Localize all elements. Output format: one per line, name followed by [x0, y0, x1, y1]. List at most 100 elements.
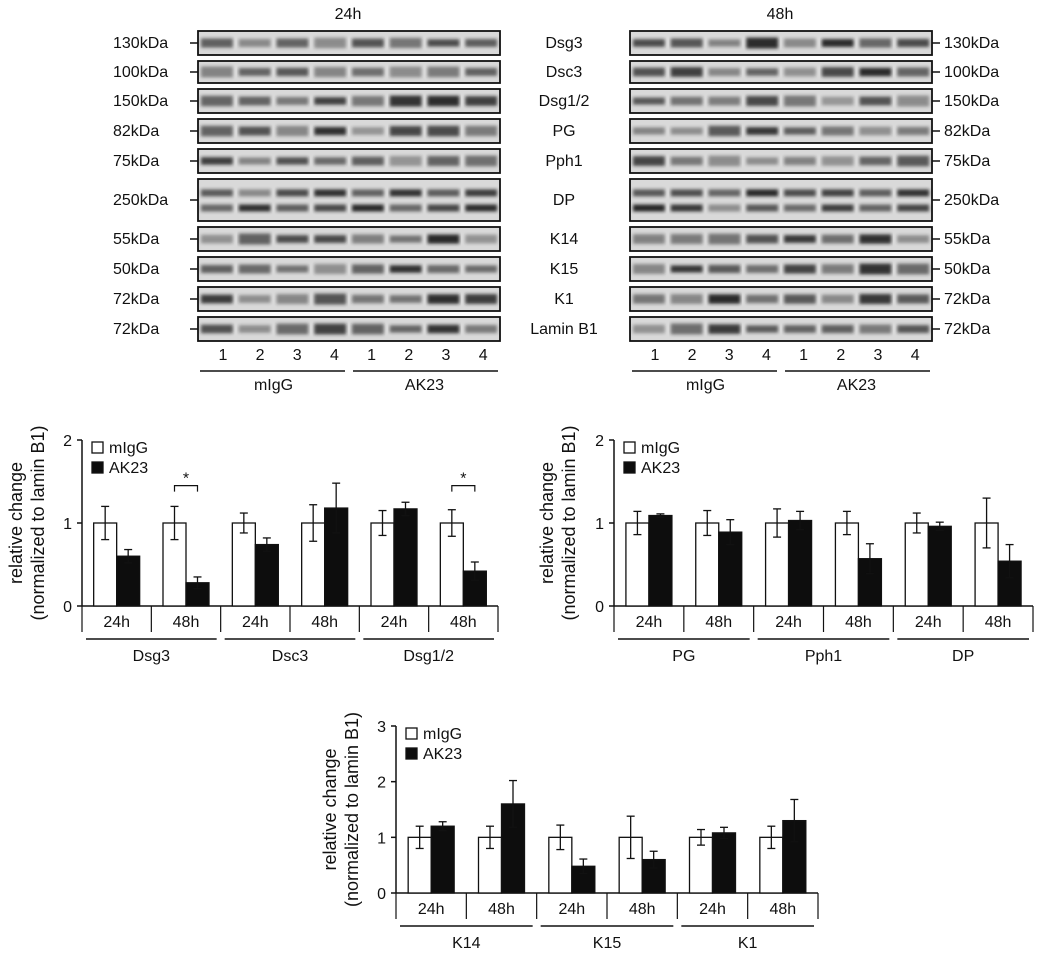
blot-band [821, 126, 854, 136]
blot-row: 150kDa Dsg1/2 150kDa [113, 88, 999, 114]
blot-band [708, 294, 741, 304]
bar-migg [904, 522, 929, 607]
blot-band [352, 156, 384, 166]
blot-band [897, 38, 930, 47]
protein-label: K15 [550, 261, 579, 278]
x-tick-label: 48h [488, 901, 515, 918]
blot-band [427, 39, 460, 47]
blot-band [465, 68, 498, 76]
x-tick-label: 24h [103, 614, 130, 631]
lane-number: 4 [479, 347, 488, 364]
blot-band [352, 234, 384, 244]
bar-ak23 [254, 543, 279, 607]
y-tick-label: 3 [377, 719, 386, 736]
blot-band [201, 234, 233, 244]
bar-migg [834, 522, 860, 607]
kda-label-left: 72kDa [113, 291, 159, 308]
blot-strip-24h [197, 178, 501, 222]
blot-band [314, 189, 347, 197]
blot-band [352, 323, 384, 335]
blot-strip-48h [629, 178, 933, 222]
kda-label-right: 55kDa [944, 231, 990, 248]
blot-band [859, 156, 892, 166]
kda-label-left: 250kDa [113, 192, 168, 209]
x-tick-label: 48h [845, 614, 872, 631]
blot-band [427, 234, 460, 244]
legend-swatch-migg [405, 727, 418, 740]
kda-label-left: 55kDa [113, 231, 159, 248]
blot-band [389, 295, 422, 303]
blot-band [633, 234, 665, 244]
blot-band [784, 156, 816, 166]
protein-group-label: Dsc3 [272, 648, 309, 665]
blot-band [746, 68, 779, 76]
blot-band [201, 265, 233, 273]
blot-row: 82kDa PG 82kDa [113, 118, 990, 144]
y-tick-label: 0 [595, 599, 604, 616]
blot-band [670, 38, 703, 48]
blot-band [821, 96, 854, 106]
bar-ak23 [711, 832, 737, 894]
group-label: AK23 [837, 377, 876, 394]
blot-band [897, 235, 930, 243]
blot-band [276, 294, 309, 304]
blot-band [821, 204, 854, 212]
bar-ak23 [648, 514, 673, 607]
blot-band [314, 293, 347, 305]
blot-band [784, 325, 816, 333]
legend-label: AK23 [641, 460, 680, 477]
blot-band [633, 127, 665, 135]
x-tick-label: 24h [242, 614, 269, 631]
blot-band [465, 125, 498, 137]
protein-label: PG [552, 123, 575, 140]
blot-band [897, 189, 930, 197]
chart-desmosomal-cadherins: relative change (normalized to lamin B1) 0… [6, 425, 499, 665]
blot-band [670, 127, 703, 135]
lane-number: 2 [688, 347, 697, 364]
blot-band [670, 234, 703, 244]
blot-band [859, 126, 892, 136]
blot-band [708, 39, 741, 47]
blot-row: 55kDa K14 55kDa [113, 226, 990, 252]
legend-swatch-migg [91, 441, 104, 454]
blot-band [314, 323, 347, 335]
kda-label-left: 50kDa [113, 261, 159, 278]
blot-band [746, 96, 779, 106]
blot-band [276, 67, 309, 77]
blot-band [897, 263, 930, 275]
blot-band [276, 157, 309, 165]
blot-band [276, 189, 309, 197]
blot-band [708, 264, 741, 273]
blot-band [389, 325, 422, 333]
bar-ak23 [927, 525, 952, 607]
blot-band [352, 67, 384, 77]
blot-band [427, 204, 460, 212]
x-tick-label: 24h [699, 901, 726, 918]
blot-band [314, 157, 347, 165]
bar-ak23 [787, 519, 813, 607]
blot-band [746, 127, 779, 135]
blot-band [708, 233, 741, 245]
blot-band [708, 155, 741, 167]
blot-band [238, 233, 271, 245]
blot-band [427, 324, 460, 334]
protein-group-label: K15 [593, 935, 622, 952]
kda-label-right: 130kDa [944, 35, 999, 52]
significance-star: * [183, 471, 189, 488]
blot-band [746, 189, 779, 197]
blot-band [784, 127, 816, 135]
blot-band [821, 39, 854, 47]
blot-band [389, 66, 422, 78]
blot-band [670, 323, 703, 335]
bar-migg [231, 522, 256, 607]
blot-band [276, 97, 309, 105]
blot-band [670, 189, 703, 197]
lane-number: 3 [725, 347, 734, 364]
blot-band [465, 204, 498, 212]
blot-band [238, 126, 271, 136]
blot-band [859, 38, 892, 48]
blot-band [389, 156, 422, 166]
blot-band [784, 264, 816, 274]
blot-band [465, 96, 498, 106]
blot-band [201, 66, 233, 78]
